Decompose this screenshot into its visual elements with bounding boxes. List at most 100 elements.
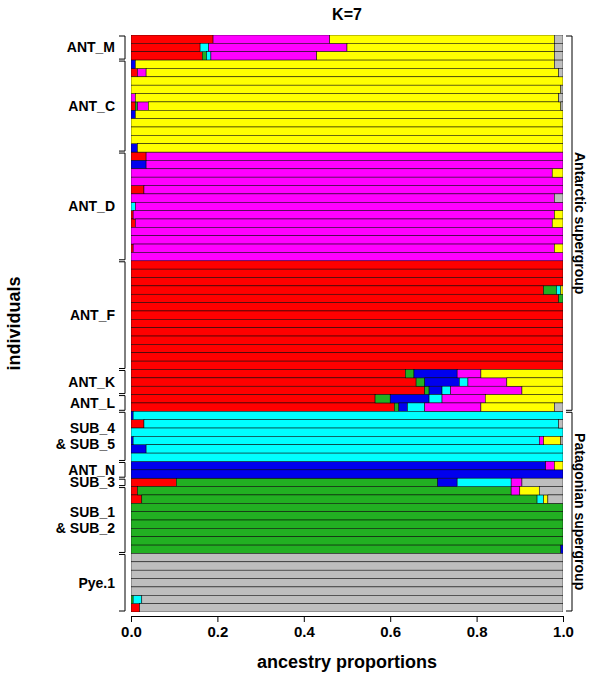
bar-segment [131, 470, 563, 478]
bar-segment [563, 294, 564, 302]
tick: 0.8 [467, 616, 488, 640]
tick-label: 0.2 [207, 623, 228, 640]
bar-segment [563, 520, 564, 528]
bar-segment [405, 369, 414, 377]
bar-segment [146, 68, 559, 76]
bar-segment [563, 545, 564, 553]
bar-segment [131, 252, 563, 260]
bar-segment [563, 278, 564, 286]
bar-segment [563, 227, 564, 235]
group-label: SUB_4 [70, 420, 115, 436]
bar-segment [563, 512, 564, 520]
bar-segment [563, 537, 564, 545]
group-label: Pye.1 [78, 575, 115, 591]
bar-segment [563, 336, 564, 344]
bar-segment [563, 328, 564, 336]
bar-segment [563, 177, 564, 185]
bar-segment [563, 311, 564, 319]
bar-segment [416, 378, 425, 386]
bar-segment [563, 512, 564, 520]
bar-segment [563, 311, 564, 319]
group: ANT_D [68, 153, 125, 260]
bar-segment [563, 319, 564, 327]
bar-segment [425, 378, 460, 386]
bar-segment [559, 94, 563, 102]
bar-segment [522, 386, 563, 394]
bar-segment [131, 85, 561, 93]
bar-segment [131, 135, 563, 143]
group: ANT_L [70, 395, 125, 411]
bar-segment [563, 336, 564, 344]
bar-segment [131, 378, 416, 386]
series [131, 43, 563, 603]
bar-segment [563, 328, 564, 336]
bar-segment [563, 353, 564, 361]
tick: 0.0 [121, 616, 142, 640]
bar-segment [131, 495, 142, 503]
bar-segment [563, 453, 564, 461]
bar-segment [554, 194, 563, 202]
bar-segment [442, 395, 485, 403]
bar-segment [563, 520, 564, 528]
bar-segment [563, 512, 564, 520]
bar-segment [146, 152, 563, 160]
bar-segment [563, 269, 564, 277]
bar-segment [131, 102, 135, 110]
bar-segment [563, 261, 564, 269]
bar-segment [131, 353, 563, 361]
bar-segment [131, 177, 563, 185]
bar-segment [563, 411, 564, 419]
bar-segment [425, 386, 429, 394]
bar-segment [522, 478, 563, 486]
series [131, 35, 563, 503]
bar-segment [135, 219, 552, 227]
tick: 0.2 [207, 616, 228, 640]
group-label: SUB_3 [70, 474, 115, 490]
group: ANT_F [70, 262, 125, 369]
bar-segment [563, 311, 564, 319]
group-bracket [119, 61, 125, 151]
bar-segment [135, 60, 554, 68]
bar-segment [485, 395, 563, 403]
bar-segment [563, 545, 564, 553]
bar-segment [563, 512, 564, 520]
bar-segment [537, 495, 543, 503]
bar-segment [317, 52, 555, 60]
bar-segment [347, 43, 554, 51]
group-label: ANT_C [68, 98, 115, 114]
bar-segment [563, 227, 564, 235]
bar-segment [202, 52, 206, 60]
bar-segment [131, 160, 146, 168]
bar-segment [131, 528, 563, 536]
bar-segment [561, 286, 563, 294]
bar-segment [481, 369, 563, 377]
bar-segment [131, 520, 563, 528]
bar-segment [131, 604, 140, 612]
supergroup-labels: Antarctic supergroupPatagonian supergrou… [566, 36, 588, 611]
bar-segment [131, 278, 563, 286]
tick-mark [131, 616, 132, 622]
bar-segment [520, 487, 539, 495]
bar-segment [131, 428, 563, 436]
bar-segment [563, 503, 564, 511]
bar-segment [563, 545, 564, 553]
bar-segment [131, 202, 135, 210]
bar-segment [414, 369, 457, 377]
bar-segment [563, 344, 564, 352]
bar-segment [142, 595, 563, 603]
bar-segment [539, 487, 563, 495]
bar-segment [131, 570, 563, 578]
bar-segment [563, 294, 564, 302]
bar-segment [442, 386, 451, 394]
bar-segment [131, 562, 563, 570]
tick-label: 0.0 [121, 623, 142, 640]
bar-segment [563, 461, 564, 469]
bar-segment [563, 520, 564, 528]
bar-segment [133, 436, 539, 444]
group: SUB_4& SUB_5 [56, 412, 125, 460]
bar-segment [131, 35, 213, 43]
bar-segment [563, 453, 564, 461]
bar-segment [563, 428, 564, 436]
bar-segment [507, 378, 563, 386]
bar-segment [561, 436, 563, 444]
